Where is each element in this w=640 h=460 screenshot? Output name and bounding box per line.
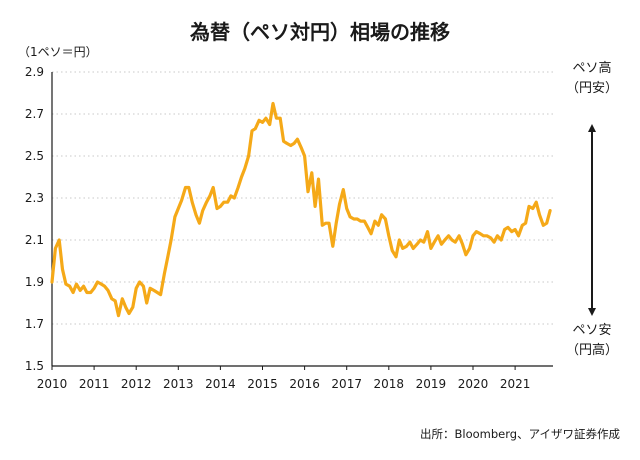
- x-tick-2020: 2020: [458, 377, 489, 391]
- chart-title: 為替（ペソ対円）相場の推移: [190, 20, 450, 44]
- annotation-peso-strong: ペソ高: [572, 60, 611, 76]
- x-tick-2014: 2014: [205, 377, 236, 391]
- y-tick-2.7: 2.7: [25, 107, 44, 121]
- x-tick-2019: 2019: [416, 377, 447, 391]
- x-tick-2021: 2021: [500, 377, 531, 391]
- x-tick-2016: 2016: [289, 377, 320, 391]
- series-line-0: [50, 101, 552, 318]
- y-tick-2.3: 2.3: [25, 191, 44, 205]
- annotation-peso-weak: ペソ安: [572, 323, 611, 338]
- x-tick-2013: 2013: [163, 377, 194, 391]
- x-tick-labels: 2010 2011 2012 2013 2014 2015 2016 2017 2018 2019…: [37, 377, 531, 391]
- series-group: [50, 101, 552, 318]
- x-tick-2012: 2012: [121, 377, 152, 391]
- x-tick-2011: 2011: [79, 377, 110, 391]
- y-tick-2.9: 2.9: [25, 65, 44, 79]
- annotation-yen-strong: （円高）: [566, 342, 618, 358]
- x-tick-2015: 2015: [247, 377, 278, 391]
- x-tick-2017: 2017: [331, 377, 362, 391]
- annotation-yen-weak: （円安）: [566, 81, 618, 96]
- y-axis-unit-label: （1ペソ＝円）: [18, 45, 98, 59]
- y-tick-1.9: 1.9: [25, 275, 44, 289]
- y-tick-2.1: 2.1: [25, 233, 44, 247]
- source-note: 出所：Bloomberg、アイザワ証券作成: [420, 427, 620, 441]
- y-tick-2.5: 2.5: [25, 149, 44, 163]
- x-tick-2018: 2018: [374, 377, 405, 391]
- axes: [51, 72, 553, 370]
- x-tick-2010: 2010: [37, 377, 68, 391]
- grid-lines: [52, 71, 553, 325]
- y-tick-labels: 1.5 1.7 1.9 2.1 2.3 2.5 2.7 2.9: [25, 65, 44, 373]
- y-tick-1.5: 1.5: [25, 359, 44, 373]
- y-tick-1.7: 1.7: [25, 317, 44, 331]
